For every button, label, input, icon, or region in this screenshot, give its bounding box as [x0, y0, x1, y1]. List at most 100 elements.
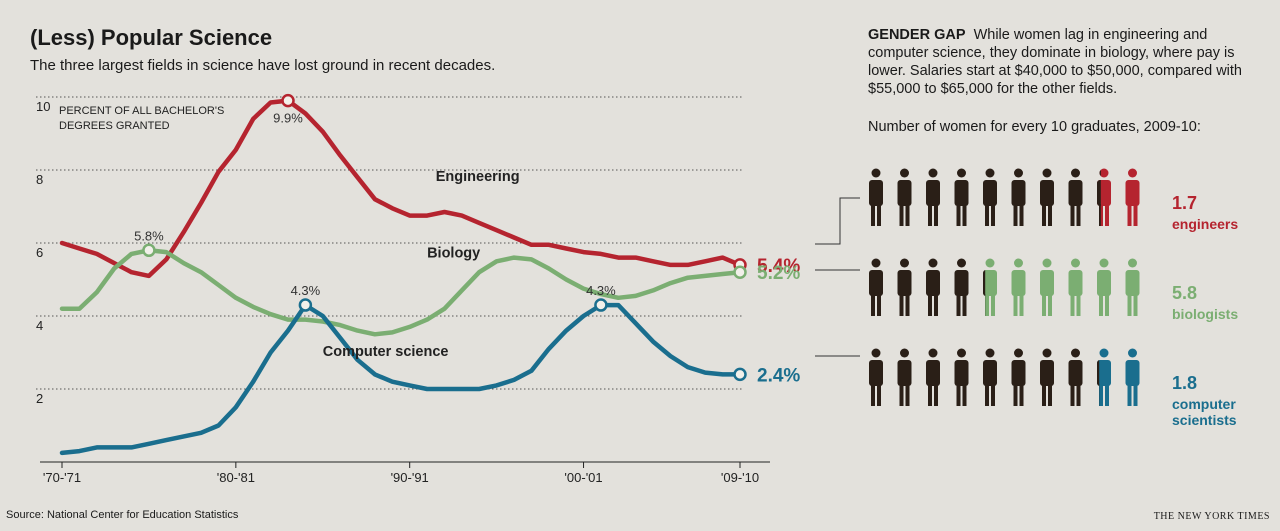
person-leg-icon: [899, 294, 904, 316]
person-leg-icon: [1070, 294, 1075, 316]
person-part-icon: [983, 270, 986, 296]
person-leg-icon: [1127, 204, 1132, 226]
women-count-label: biologists: [1172, 306, 1239, 322]
person-head-icon: [1042, 348, 1052, 358]
person-head-icon: [1014, 168, 1023, 178]
person-torso-icon: [1040, 360, 1054, 386]
connector-engineering: [815, 197, 860, 245]
partial-person-icon: [1097, 360, 1100, 406]
person-torso-icon: [1125, 270, 1140, 296]
peak-marker-engineering: [281, 93, 295, 108]
partial-person-icon: [1097, 169, 1101, 226]
person-leg-icon: [991, 204, 995, 226]
person-leg-icon: [956, 204, 961, 226]
peak-label-engineering: 9.9%: [273, 111, 303, 126]
peak-marker-computer-science: [594, 298, 608, 312]
person-torso-icon: [1068, 360, 1083, 386]
women-count-value: 1.7: [1172, 193, 1198, 213]
person-leg-icon: [985, 294, 989, 316]
end-marker-computer-science: [733, 367, 747, 382]
person-head-icon: [1099, 168, 1109, 178]
person-part-icon: [1099, 384, 1100, 406]
x-tick-label: '90-'91: [391, 470, 429, 485]
person-leg-icon: [956, 294, 961, 316]
person-leg-icon: [1048, 384, 1052, 406]
person-torso-icon: [954, 180, 969, 206]
person-head-icon: [1071, 348, 1080, 358]
chart-title: (Less) Popular Science: [30, 25, 273, 50]
y-axis-label: PERCENT OF ALL BACHELOR'S: [59, 105, 224, 117]
women-ratio-header: Number of women for every 10 graduates, …: [868, 119, 1201, 135]
person-leg-icon: [928, 384, 932, 406]
person-head-icon: [1128, 168, 1137, 178]
person-torso-icon: [1040, 180, 1054, 206]
person-leg-icon: [905, 294, 910, 316]
person-leg-icon: [1133, 204, 1138, 226]
person-torso-icon: [869, 360, 883, 386]
person-torso-icon: [897, 270, 912, 296]
person-head-icon: [1042, 258, 1052, 268]
person-torso-icon: [1125, 360, 1140, 386]
person-leg-icon: [1099, 294, 1103, 316]
person-leg-icon: [1076, 294, 1081, 316]
y-tick-label: 4: [36, 318, 43, 333]
peak-marker-biology: [142, 243, 156, 258]
end-value-label-engineering: 5.4%: [757, 256, 800, 277]
person-leg-icon: [934, 384, 938, 406]
person-head-icon: [1099, 348, 1109, 358]
person-leg-icon: [1013, 204, 1018, 226]
person-leg-icon: [1013, 294, 1018, 316]
series-name-label-engineering: Engineering: [436, 169, 520, 185]
person-torso-icon: [983, 270, 997, 296]
women-count-label: computer: [1172, 396, 1236, 412]
person-torso-icon: [926, 360, 940, 386]
person-leg-icon: [899, 384, 904, 406]
person-leg-icon: [905, 384, 910, 406]
person-head-icon: [900, 168, 909, 178]
women-count-label: scientists: [1172, 412, 1237, 428]
person-leg-icon: [1076, 384, 1081, 406]
women-count-value: 5.8: [1172, 283, 1198, 303]
end-marker-biology: [733, 265, 747, 279]
person-head-icon: [871, 258, 881, 268]
person-part-icon: [1099, 169, 1101, 177]
person-torso-icon: [983, 180, 997, 206]
person-head-icon: [871, 348, 881, 358]
person-torso-icon: [869, 270, 883, 296]
person-leg-icon: [1042, 204, 1046, 226]
person-torso-icon: [897, 360, 912, 386]
person-torso-icon: [1125, 180, 1140, 206]
gender-gap-text: While women lag in engineering and compu…: [868, 27, 1242, 97]
person-leg-icon: [1127, 294, 1132, 316]
person-part-icon: [985, 294, 986, 316]
person-leg-icon: [871, 204, 875, 226]
person-leg-icon: [1133, 294, 1138, 316]
x-tick-label: '80-'81: [217, 470, 255, 485]
person-leg-icon: [1019, 384, 1024, 406]
gender-gap-description: GENDER GAP While women lag in engineerin…: [868, 26, 1268, 98]
person-head-icon: [957, 348, 966, 358]
person-head-icon: [928, 168, 938, 178]
person-torso-icon: [1011, 360, 1026, 386]
x-tick-label: '09-'10: [721, 470, 759, 485]
person-leg-icon: [1105, 384, 1109, 406]
person-head-icon: [928, 348, 938, 358]
person-leg-icon: [1013, 384, 1018, 406]
person-head-icon: [1099, 258, 1109, 268]
person-head-icon: [985, 168, 995, 178]
person-head-icon: [957, 168, 966, 178]
person-head-icon: [1128, 258, 1137, 268]
series-line-computer-science: [59, 302, 743, 456]
person-leg-icon: [1133, 384, 1138, 406]
person-head-icon: [928, 258, 938, 268]
partial-person-icon: [983, 270, 986, 316]
person-part-icon: [1097, 180, 1101, 206]
gender-gap-kicker: GENDER GAP: [868, 27, 966, 43]
person-leg-icon: [985, 204, 989, 226]
series-name-label-computer-science: Computer science: [323, 344, 449, 360]
gender-gap-panel: GENDER GAP While women lag in engineerin…: [868, 26, 1268, 135]
person-leg-icon: [1099, 204, 1103, 226]
person-part-icon: [1099, 204, 1101, 226]
person-torso-icon: [1097, 360, 1111, 386]
